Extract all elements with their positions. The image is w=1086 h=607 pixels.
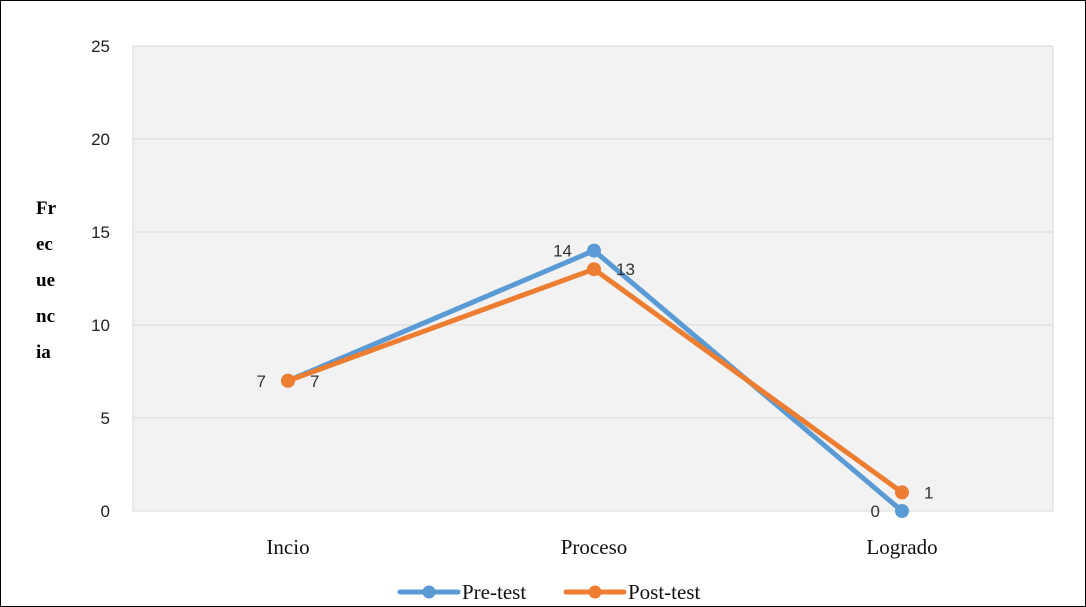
- x-category-label: Proceso: [561, 535, 628, 559]
- x-axis-categories: Incio Proceso Logrado: [266, 535, 937, 559]
- y-axis-ticks: 0 5 10 15 20 25: [91, 37, 110, 521]
- legend-label: Pre-test: [462, 580, 526, 604]
- y-axis-label-line: nc: [36, 306, 55, 327]
- y-tick-label: 15: [91, 223, 110, 242]
- y-tick-label: 20: [91, 130, 110, 149]
- legend-swatch-marker: [588, 585, 602, 599]
- data-point-post-test: [895, 485, 909, 500]
- y-axis-label-line: ue: [36, 270, 55, 291]
- data-label-pre-test: 0: [871, 502, 880, 521]
- data-label-post-test: 13: [616, 260, 635, 279]
- legend-swatch-marker: [422, 585, 436, 599]
- y-tick-label: 5: [101, 409, 110, 428]
- y-axis-label-line: ec: [36, 234, 53, 255]
- legend-label: Post-test: [628, 580, 701, 604]
- legend: Pre-test Post-test: [397, 580, 701, 604]
- x-category-label: Logrado: [866, 535, 937, 559]
- data-point-pre-test: [895, 504, 909, 518]
- x-category-label: Incio: [266, 535, 309, 559]
- data-label-pre-test: 14: [553, 242, 572, 261]
- y-axis-label-line: Fr: [36, 198, 57, 219]
- y-axis-label: Fr ec ue nc ia: [36, 198, 57, 363]
- y-axis-label-line: ia: [36, 342, 51, 363]
- data-label-post-test: 1: [924, 483, 933, 502]
- data-point-pre-test: [587, 243, 601, 258]
- series-lines: [281, 243, 909, 518]
- y-tick-label: 25: [91, 37, 110, 56]
- y-tick-label: 10: [91, 316, 110, 335]
- data-label-post-test: 7: [310, 372, 319, 391]
- plot-area: [132, 45, 1054, 512]
- data-labels: 7 14 0 7 13 1: [257, 242, 934, 521]
- data-point-post-test: [587, 262, 601, 277]
- data-label-pre-test: 7: [257, 372, 266, 391]
- y-tick-label: 0: [101, 502, 110, 521]
- data-point-post-test: [281, 373, 295, 388]
